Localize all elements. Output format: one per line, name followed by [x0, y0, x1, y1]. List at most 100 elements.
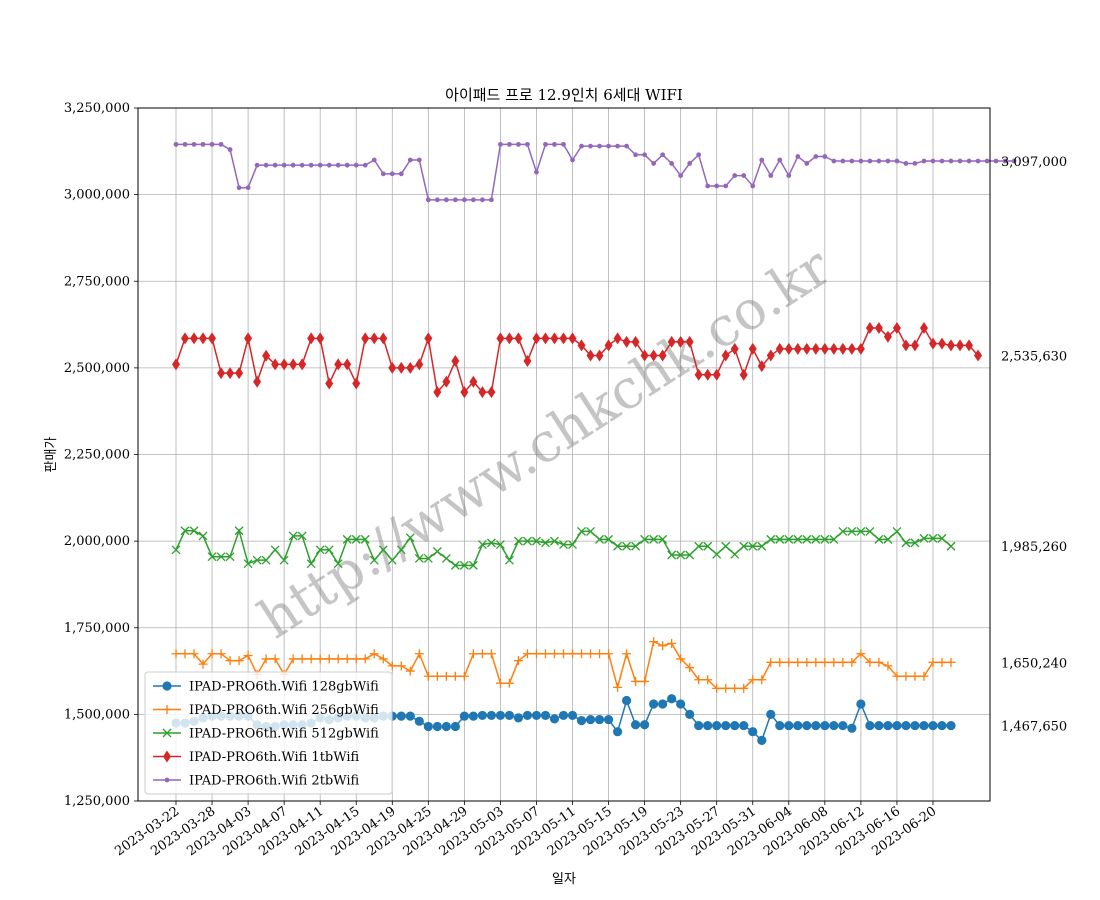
data-point [407, 157, 413, 163]
data-point [910, 339, 919, 352]
data-point [495, 678, 505, 688]
data-point [883, 661, 893, 671]
data-point [280, 358, 289, 371]
data-point [759, 157, 765, 163]
data-point [865, 526, 875, 536]
data-point [766, 709, 776, 719]
data-point [516, 141, 521, 147]
data-point [297, 654, 307, 664]
data-point [892, 322, 901, 335]
legend-label: IPAD-PRO6th.Wifi 512gbWifi [189, 727, 379, 742]
data-point [865, 720, 875, 731]
data-point [757, 675, 767, 685]
data-point [748, 727, 758, 737]
data-point [946, 720, 956, 731]
data-point [306, 654, 316, 664]
data-point [540, 649, 550, 659]
data-point [452, 197, 458, 203]
data-point [586, 526, 595, 536]
data-point [595, 649, 605, 659]
data-point [162, 681, 172, 691]
data-point [937, 533, 947, 543]
x-axis: 2023-03-222023-03-282023-04-032023-04-07… [112, 801, 939, 859]
data-point [522, 710, 533, 721]
chart-title: 아이패드 프로 12.9인치 6세대 WIFI [445, 86, 683, 104]
data-point [975, 158, 981, 164]
data-point [478, 386, 487, 399]
data-point [470, 197, 476, 203]
data-point [802, 342, 811, 355]
data-point [570, 157, 575, 163]
data-point [498, 141, 503, 147]
data-point [415, 358, 424, 371]
data-point [849, 158, 855, 164]
data-point [649, 534, 659, 544]
data-point [307, 332, 316, 345]
data-point [594, 714, 605, 725]
data-point [948, 158, 954, 164]
data-point [640, 349, 649, 362]
data-point [441, 721, 451, 732]
data-point [333, 559, 343, 569]
legend-frame [144, 671, 393, 795]
data-point [549, 649, 559, 659]
data-point [468, 649, 478, 659]
data-point [477, 540, 487, 550]
data-point [829, 534, 839, 544]
right-value-labels: 3,097,000 2,535,630 1,985,260 1,650,240 1,46… [1001, 155, 1067, 735]
data-point [604, 339, 613, 352]
data-point [342, 654, 352, 664]
data-point [624, 143, 629, 149]
data-point [577, 649, 587, 659]
data-point [568, 332, 577, 345]
data-point [874, 534, 884, 544]
data-point [559, 649, 568, 659]
data-point [450, 721, 460, 732]
data-point [885, 158, 891, 164]
data-point [504, 710, 515, 721]
data-point [621, 695, 632, 706]
data-point [703, 541, 713, 551]
data-point [378, 545, 388, 555]
y-tick-label: 1,750,000 [64, 621, 130, 636]
data-point [739, 683, 749, 693]
data-point [640, 676, 650, 686]
series [171, 526, 956, 570]
data-point [919, 322, 928, 335]
data-point [243, 650, 253, 660]
data-point [162, 728, 172, 738]
data-point [585, 714, 596, 725]
data-point [586, 349, 595, 362]
data-point [507, 141, 512, 147]
data-point [723, 183, 729, 189]
data-point [550, 332, 559, 345]
data-point [362, 162, 368, 168]
data-point [459, 711, 469, 721]
data-point [793, 534, 803, 544]
data-point [667, 335, 676, 348]
data-point [784, 657, 794, 667]
data-point [279, 555, 289, 565]
right-value-label: 1,467,650 [1001, 720, 1067, 735]
data-point [180, 526, 190, 536]
data-point [676, 550, 686, 560]
series-line [175, 326, 979, 394]
data-point [721, 541, 731, 551]
data-point [838, 657, 848, 667]
data-point [209, 141, 215, 147]
data-point [777, 157, 783, 163]
data-point [189, 649, 199, 659]
data-point [342, 534, 352, 544]
data-point [486, 649, 496, 659]
data-point [966, 158, 972, 164]
data-point [676, 654, 686, 664]
data-point [813, 154, 819, 159]
data-point [561, 141, 566, 147]
data-point [712, 368, 721, 381]
data-point [811, 657, 821, 667]
data-point [919, 533, 929, 543]
data-point [234, 526, 244, 536]
series [173, 141, 1017, 203]
data-point [748, 675, 758, 685]
